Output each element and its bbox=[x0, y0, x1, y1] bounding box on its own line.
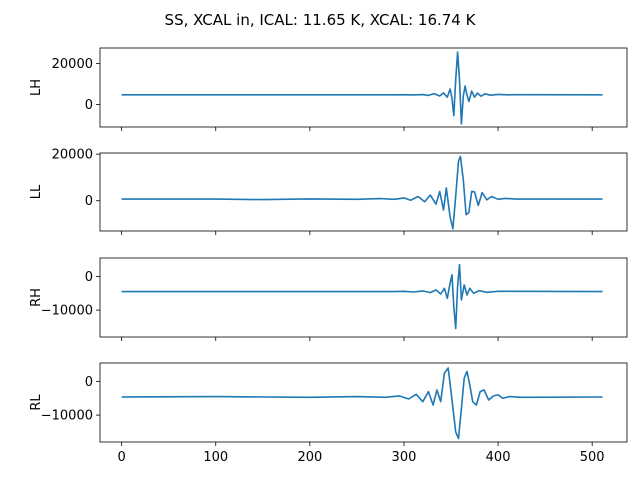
x-tick-label: 400 bbox=[486, 450, 511, 465]
series-line-lh bbox=[121, 51, 603, 125]
y-tick-label: 0 bbox=[85, 270, 93, 285]
subplot-lh: 0 20000 LH bbox=[29, 47, 628, 131]
subplot-rl: −10000 0 RL 0 100 200 300 400 500 bbox=[29, 362, 628, 465]
y-tick-label: 0 bbox=[85, 194, 93, 209]
series-line-rl bbox=[121, 367, 603, 440]
y-axis-label: RH bbox=[29, 288, 44, 307]
y-tick-label: 20000 bbox=[52, 148, 93, 163]
axes-frame bbox=[99, 257, 628, 338]
x-tick-label: 100 bbox=[203, 450, 228, 465]
subplot-rh: −10000 0 RH bbox=[29, 257, 628, 341]
y-tick-label: 0 bbox=[85, 98, 93, 113]
y-axis-label: RL bbox=[29, 394, 44, 411]
x-tick-label: 0 bbox=[118, 450, 126, 465]
y-tick-label: 0 bbox=[85, 375, 93, 390]
series-line-rh bbox=[121, 263, 603, 330]
x-tick-label: 300 bbox=[392, 450, 417, 465]
series-line-ll bbox=[121, 155, 603, 230]
axes-frame bbox=[99, 47, 628, 128]
axes-frame bbox=[99, 362, 628, 443]
y-tick-label: 20000 bbox=[52, 57, 93, 72]
y-tick-label: −10000 bbox=[41, 409, 93, 424]
y-tick-label: −10000 bbox=[41, 304, 93, 319]
subplot-ll: 0 20000 LL bbox=[29, 148, 628, 235]
axes-frame bbox=[99, 152, 628, 232]
chart-title: SS, XCAL in, ICAL: 11.65 K, XCAL: 16.74 … bbox=[165, 11, 477, 29]
y-axis-label: LH bbox=[29, 79, 44, 96]
x-tick-label: 200 bbox=[297, 450, 322, 465]
y-axis-label: LL bbox=[29, 184, 44, 199]
x-tick-label: 500 bbox=[580, 450, 605, 465]
